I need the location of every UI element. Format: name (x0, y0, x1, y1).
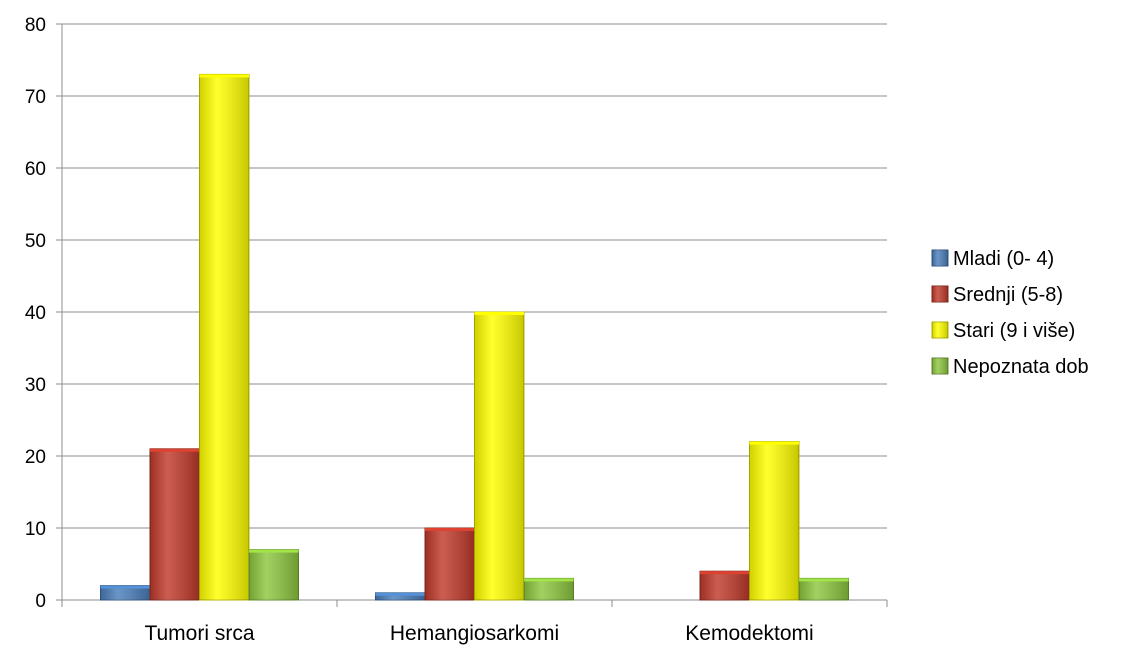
bar-1-0 (375, 592, 426, 601)
legend-label-2: Stari (9 i više) (953, 320, 1075, 342)
y-tick-label-10: 10 (25, 519, 46, 540)
y-tick-label-0: 0 (35, 591, 46, 612)
legend-label-3: Nepoznata dob (953, 356, 1089, 378)
bar-1-2 (474, 311, 525, 601)
legend-item-0: Mladi (0- 4) (931, 248, 1054, 270)
y-tick-label-60: 60 (25, 159, 46, 180)
x-tick-label-0: Tumori srca (144, 622, 254, 645)
bar-2-3 (798, 577, 849, 601)
bar-2-2 (749, 441, 800, 601)
y-tick-label-20: 20 (25, 447, 46, 468)
bar-1-3 (523, 577, 574, 601)
bar-2-1 (699, 570, 750, 601)
legend-label-0: Mladi (0- 4) (953, 248, 1054, 270)
legend: Mladi (0- 4) Srednji (5-8) Stari (9 i više… (931, 248, 1089, 378)
legend-label-1: Srednji (5-8) (953, 284, 1063, 306)
y-tick-label-30: 30 (25, 375, 46, 396)
bar-0-1 (149, 448, 200, 601)
bar-1-1 (424, 527, 475, 601)
bars (100, 73, 849, 601)
y-tick-label-70: 70 (25, 87, 46, 108)
legend-item-2: Stari (9 i više) (931, 320, 1075, 342)
tick-labels: 0 10 20 30 40 50 60 70 80 Tumori srca Hemangiosark… (25, 15, 814, 645)
y-tick-label-80: 80 (25, 15, 46, 36)
bar-0-0 (100, 585, 151, 601)
y-tick-label-50: 50 (25, 231, 46, 252)
x-tick-label-1: Hemangiosarkomi (390, 622, 559, 645)
bar-0-3 (248, 549, 299, 601)
x-tick-label-2: Kemodektomi (685, 622, 813, 645)
bar-0-2 (199, 73, 250, 601)
legend-item-3: Nepoznata dob (931, 356, 1089, 378)
legend-item-1: Srednji (5-8) (931, 284, 1063, 306)
y-tick-label-40: 40 (25, 303, 46, 324)
